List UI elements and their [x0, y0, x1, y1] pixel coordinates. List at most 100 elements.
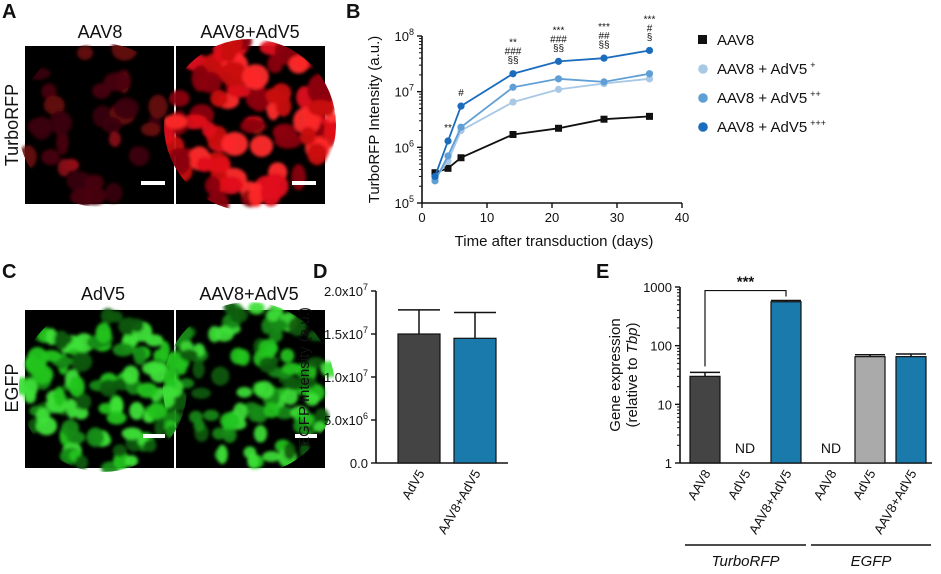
- y-tick-label: 2.0x107: [324, 282, 368, 299]
- cell-blob: [222, 427, 237, 443]
- cell-blob: [125, 455, 139, 467]
- x-tick-label: 10: [480, 210, 494, 225]
- cell-blob: [23, 378, 38, 398]
- data-point: [444, 152, 452, 160]
- cell-blob: [203, 409, 220, 421]
- x-tick-label: AdV5: [399, 467, 428, 502]
- cell-blob: [314, 408, 330, 427]
- cell-blob: [148, 94, 168, 119]
- cell-blob: [265, 87, 282, 104]
- data-point: [444, 164, 452, 172]
- cell-blob: [74, 407, 89, 420]
- cell-blob: [214, 326, 235, 342]
- group-label: TurboRFP: [711, 553, 779, 570]
- x-tick-label: AdV5: [850, 467, 879, 502]
- data-point: [457, 102, 465, 110]
- cell-blob: [163, 385, 177, 400]
- cell-blob: [207, 157, 231, 173]
- cell-blob: [108, 131, 121, 147]
- cell-blob: [268, 329, 283, 343]
- cell-blob: [61, 419, 80, 437]
- data-point: [554, 57, 563, 65]
- bar: [770, 301, 802, 464]
- data-point: [600, 115, 608, 123]
- cell-blob: [85, 174, 104, 191]
- cell-blob: [143, 440, 157, 452]
- panel-label-d: D: [313, 261, 327, 283]
- y-tick-label: 105: [395, 194, 414, 211]
- x-tick-label: AAV8+AdV5: [746, 467, 795, 537]
- nd-label: ND: [821, 440, 841, 456]
- cell-blob: [101, 117, 122, 134]
- cell-blob: [305, 392, 320, 406]
- nd-label: ND: [735, 440, 755, 456]
- x-tick-label: 40: [675, 210, 689, 225]
- cell-blob: [219, 61, 248, 87]
- chart-b-timecourse: 105 106 107 108 0 10 20 30 40 Time after transduc…: [366, 14, 689, 250]
- chart-b-legend: AAV8 AAV8 + AdV5 + AAV8 + AdV5 ++ AAV8 + AdV5…: [698, 32, 826, 136]
- cell-blob: [236, 349, 250, 366]
- data-point: [509, 98, 517, 106]
- y-tick-label: 108: [395, 27, 414, 44]
- cell-blob: [259, 356, 278, 373]
- significance-mark: **: [444, 123, 452, 134]
- legend-marker: [698, 122, 708, 132]
- cell-blob: [299, 126, 316, 146]
- cell-blob: [27, 117, 51, 135]
- significance-mark: §§: [553, 43, 564, 54]
- legend-marker: [698, 93, 708, 103]
- cell-blob: [41, 83, 57, 100]
- significance-mark: §: [647, 32, 653, 43]
- x-tick-label: AdV5: [725, 467, 754, 502]
- x-axis-label: Time after transduction (days): [455, 233, 654, 250]
- cell-blob: [220, 47, 236, 62]
- series-line: [434, 49, 650, 177]
- image-title-c-left: AdV5: [81, 284, 125, 304]
- y-tick-label: 106: [395, 138, 414, 155]
- cell-blob: [57, 158, 71, 177]
- cell-blob: [154, 418, 165, 439]
- y-axis-label: EGFP Intensity (a.u.): [296, 307, 313, 447]
- gfp-signal-left: [19, 308, 187, 472]
- cell-blob: [280, 348, 295, 363]
- significance-mark: §§: [598, 40, 609, 51]
- legend-entry: AAV8: [717, 32, 754, 49]
- significance-mark: §§: [507, 56, 518, 67]
- data-point: [600, 78, 608, 86]
- data-point: [600, 54, 608, 62]
- cell-blob: [299, 376, 317, 389]
- significance-mark: **: [509, 38, 517, 49]
- legend-marker: [698, 64, 708, 74]
- cell-blob: [258, 339, 278, 358]
- cell-blob: [189, 410, 203, 424]
- cell-blob: [255, 380, 274, 399]
- y-tick-label: 0.0: [350, 456, 368, 471]
- cell-blob: [137, 382, 158, 398]
- cell-blob: [307, 99, 334, 117]
- cell-blob: [253, 425, 268, 443]
- x-tick-label: 0: [418, 210, 425, 225]
- cell-blob: [320, 361, 335, 378]
- cell-blob: [274, 406, 295, 420]
- significance-mark: ***: [598, 22, 610, 33]
- significance-bracket: [704, 289, 787, 367]
- panel-label-c: C: [2, 261, 16, 283]
- cell-blob: [220, 412, 240, 430]
- cell-blob: [229, 307, 248, 323]
- cell-blob: [35, 416, 58, 436]
- cell-blob: [240, 118, 267, 134]
- cell-blob: [269, 319, 288, 332]
- data-point: [554, 75, 563, 83]
- cell-blob: [164, 114, 188, 130]
- cell-blob: [41, 350, 62, 362]
- cell-blob: [54, 330, 69, 350]
- y-tick-label: 100: [650, 339, 672, 354]
- cell-blob: [242, 64, 269, 90]
- significance-mark: ***: [644, 14, 656, 25]
- x-tick-label: AAV8: [810, 467, 839, 502]
- significance-mark: #: [647, 23, 653, 34]
- cell-blob: [282, 387, 299, 405]
- data-point: [431, 172, 439, 181]
- significance-mark: ###: [505, 47, 522, 58]
- cell-blob: [104, 182, 123, 203]
